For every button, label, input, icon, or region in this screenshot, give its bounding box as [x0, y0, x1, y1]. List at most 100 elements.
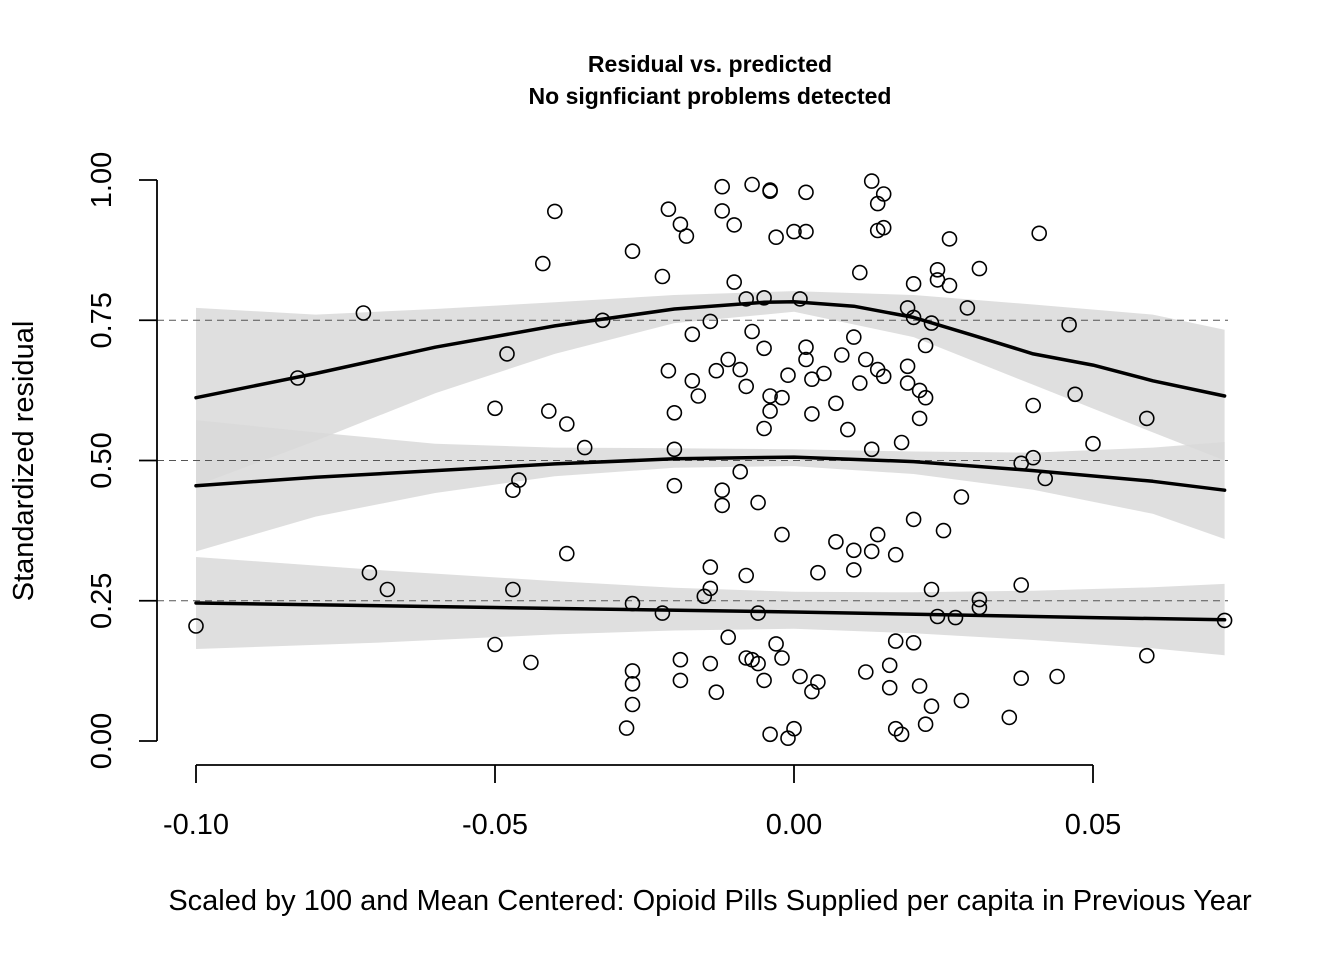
data-point — [702, 559, 719, 575]
confidence-bands — [196, 291, 1225, 656]
data-point — [714, 178, 731, 195]
x-axis: -0.10 -0.05 0.00 0.05 — [163, 764, 1121, 841]
data-point — [816, 365, 832, 382]
data-point — [845, 542, 862, 559]
data-point — [624, 243, 641, 259]
data-point — [857, 664, 874, 680]
data-point — [505, 581, 521, 598]
data-point — [953, 692, 970, 709]
data-point — [798, 223, 814, 240]
data-point — [1139, 410, 1155, 427]
data-point — [810, 674, 826, 690]
quantile-curve-q025 — [194, 601, 1227, 622]
residual-points — [188, 173, 1233, 747]
data-point — [1085, 435, 1101, 452]
data-point — [971, 599, 988, 616]
data-point — [774, 389, 790, 406]
data-point — [714, 482, 731, 499]
data-point — [714, 203, 731, 219]
data-point — [863, 173, 880, 189]
data-point — [798, 351, 814, 368]
data-point — [750, 655, 766, 672]
data-point — [762, 726, 778, 743]
data-point — [762, 388, 778, 404]
data-point — [869, 526, 886, 543]
confidence-band-q025 — [196, 557, 1225, 656]
data-point — [1216, 612, 1233, 629]
data-point — [188, 618, 204, 634]
data-point — [905, 511, 922, 528]
data-point — [540, 403, 557, 419]
data-point — [379, 581, 396, 598]
data-point — [893, 726, 910, 743]
data-point — [905, 309, 922, 326]
data-point — [875, 368, 892, 385]
data-point — [941, 277, 958, 294]
data-point — [792, 668, 808, 685]
data-point — [756, 420, 772, 437]
data-point — [289, 370, 306, 386]
data-point — [899, 375, 916, 391]
data-point — [1139, 647, 1155, 664]
data-point — [714, 497, 731, 514]
data-point — [744, 323, 760, 340]
data-point — [774, 526, 790, 543]
data-point — [1013, 577, 1030, 593]
data-point — [917, 716, 934, 733]
data-point — [666, 404, 683, 421]
data-point — [756, 289, 772, 306]
data-point — [923, 315, 940, 331]
data-point — [762, 183, 778, 199]
data-point — [696, 588, 713, 605]
chart-title: Residual vs. predicted — [588, 51, 832, 77]
data-point — [738, 567, 755, 584]
data-point — [732, 463, 749, 480]
data-point — [594, 312, 611, 329]
quantile-curves — [194, 299, 1227, 622]
data-point — [732, 361, 749, 378]
data-point — [905, 634, 922, 651]
data-point — [839, 421, 856, 438]
data-point — [523, 654, 539, 671]
x-tick-label: 0.00 — [766, 809, 822, 841]
data-point — [941, 231, 958, 247]
data-point — [576, 439, 593, 456]
data-point — [786, 223, 802, 240]
data-point — [863, 441, 880, 458]
data-point — [762, 403, 778, 419]
data-point — [929, 261, 946, 278]
data-point — [768, 229, 784, 245]
data-point — [672, 672, 689, 689]
data-point — [845, 329, 862, 345]
data-point — [690, 388, 707, 404]
data-point — [953, 489, 970, 505]
data-point — [798, 339, 814, 356]
data-point — [1025, 397, 1041, 414]
data-point — [887, 720, 904, 737]
data-point — [624, 663, 641, 679]
y-tick-label: 0.75 — [86, 292, 118, 348]
data-point — [756, 340, 772, 357]
data-point — [893, 434, 910, 451]
data-point — [666, 441, 683, 458]
data-point — [851, 264, 868, 281]
data-point — [1001, 709, 1018, 726]
x-tick-label: -0.05 — [462, 809, 528, 841]
data-point — [708, 362, 725, 379]
data-point — [534, 255, 551, 272]
data-point — [786, 720, 802, 737]
data-point — [845, 562, 862, 578]
data-point — [624, 595, 641, 612]
data-point — [666, 477, 683, 494]
confidence-band-q05 — [196, 420, 1225, 552]
data-point — [558, 416, 575, 432]
data-point — [971, 260, 988, 277]
data-point — [678, 228, 695, 244]
data-point — [1067, 386, 1083, 403]
data-point — [654, 268, 671, 285]
data-point — [857, 351, 874, 368]
data-point — [744, 176, 760, 193]
data-point — [702, 313, 719, 330]
x-tick-label: 0.05 — [1065, 809, 1121, 841]
data-point — [929, 608, 946, 625]
